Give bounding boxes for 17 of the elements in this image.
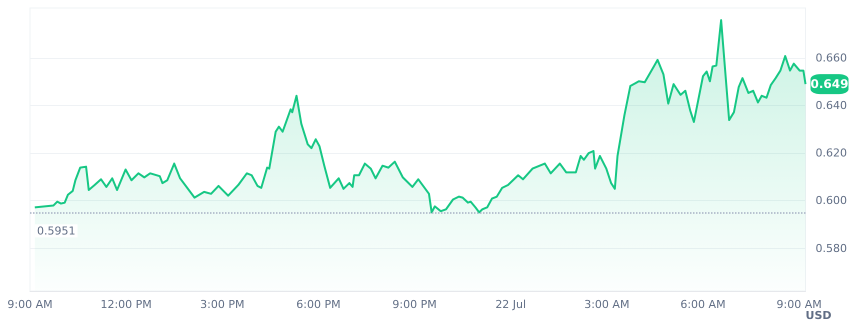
x-tick-label: 3:00 PM (200, 298, 244, 312)
annotation: 0.649 (810, 77, 848, 92)
x-tick-label: 6:00 AM (680, 298, 726, 312)
y-tick-label: 0.640 (816, 99, 848, 112)
y-tick-label: 0.600 (816, 194, 848, 208)
x-tick-label: 9:00 AM (7, 298, 53, 312)
y-tick-label: 0.660 (816, 51, 848, 64)
x-tick-label: 9:00 PM (392, 298, 437, 312)
x-tick-label: 6:00 PM (296, 298, 341, 312)
x-tick-label: 3:00 AM (584, 298, 630, 312)
x-tick-label: 9:00 AM (776, 298, 822, 312)
ref-line-label: 0.5951 (37, 224, 76, 238)
x-tick-label: 12:00 PM (100, 298, 152, 312)
y-axis-title: USD (806, 309, 832, 321)
y-tick-label: 0.620 (816, 146, 848, 160)
y-tick-label: 0.580 (816, 242, 848, 255)
x-tick-label: 22 Jul (495, 298, 526, 312)
